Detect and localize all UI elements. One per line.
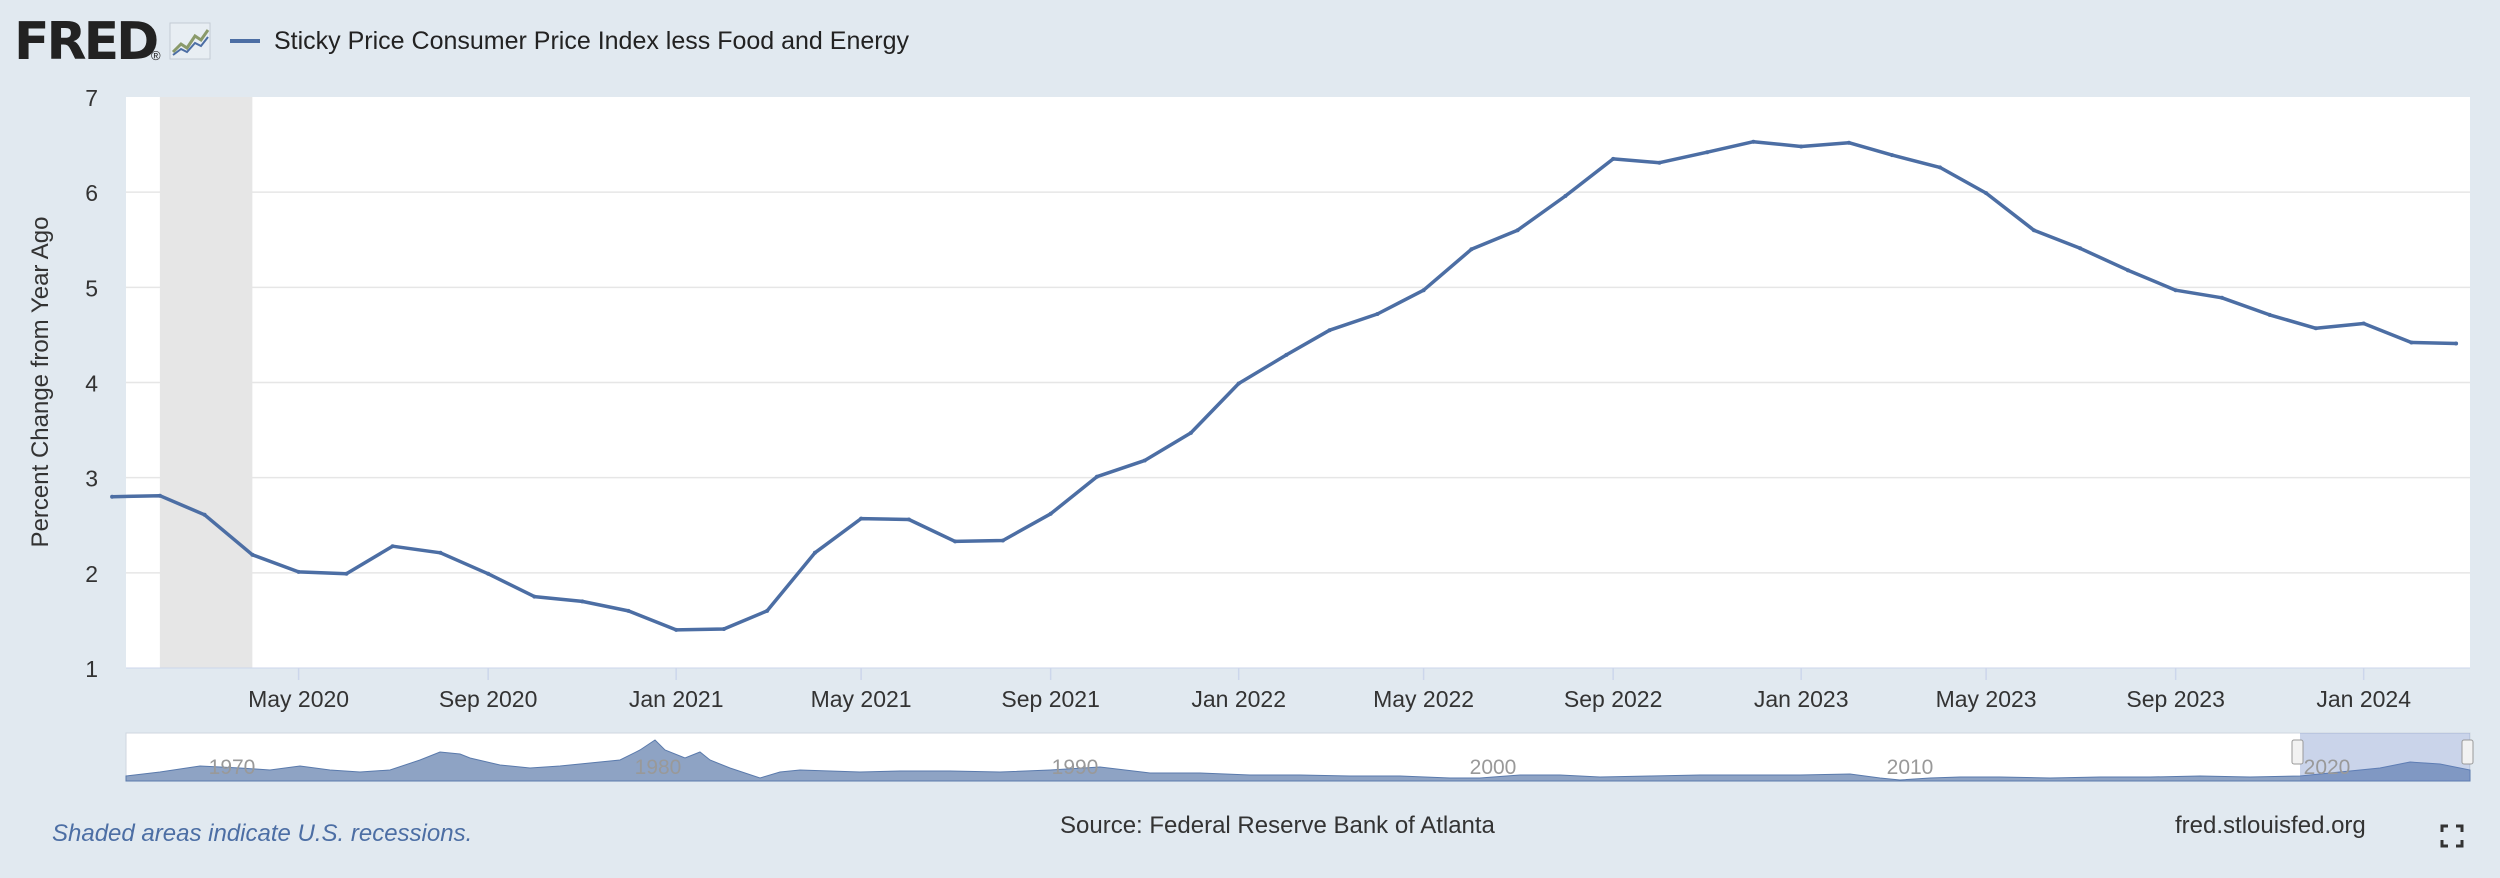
series-points [110,139,2459,632]
x-tick-label: Sep 2020 [439,686,537,712]
x-tick-label: May 2021 [811,686,912,712]
site-link[interactable]: fred.stlouisfed.org [2175,812,2366,839]
y-tick-label: 3 [85,466,98,492]
data-point [1375,312,1380,316]
data-point [390,544,395,549]
data-point [2125,268,2130,273]
data-point [250,552,255,557]
x-tick-label: May 2023 [1936,686,2037,712]
y-tick-label: 4 [85,371,98,397]
data-point [344,571,349,576]
navigator-series-area [125,739,2471,782]
data-point [1048,511,1053,516]
navigator-selected-range [2300,733,2470,781]
navigator-label: 1970 [209,756,256,779]
data-point [2078,246,2083,251]
y-tick-label: 2 [85,561,98,587]
x-tick-label: Jan 2024 [2316,686,2411,712]
data-point [1188,430,1193,435]
data-point [1705,150,1710,155]
data-point [1799,144,1804,149]
data-point [438,550,443,555]
fullscreen-icon[interactable] [2440,824,2464,848]
data-point [1751,139,1756,144]
data-point [812,550,817,555]
data-point [859,516,864,521]
data-point [2409,340,2414,345]
data-point [2267,312,2272,317]
navigator-label: 1990 [1052,756,1099,779]
data-point [532,594,537,599]
navigator-label: 2010 [1887,756,1934,779]
data-point [1094,474,1099,479]
y-tick-label: 5 [85,275,98,301]
data-point [626,608,631,613]
gridlines [126,191,2470,574]
data-point [1000,538,1005,543]
fred-logo[interactable]: FRED [14,12,159,72]
data-point [1890,153,1895,158]
navigator-label: 2020 [2304,756,2351,779]
navigator-label: 2000 [1470,756,1517,779]
x-tick-label: Sep 2022 [1564,686,1662,712]
data-point [2361,321,2366,326]
data-point [1846,140,1851,145]
data-point [202,512,207,517]
data-point [765,608,770,613]
data-point [2313,326,2318,331]
data-point [486,571,491,576]
recession-note: Shaded areas indicate U.S. recessions. [52,820,473,847]
data-point [674,627,679,632]
data-point [2219,295,2224,300]
x-tick-label: May 2020 [248,686,349,712]
navigator-labels: 1970 1980 1990 2000 2010 2020 [209,756,2351,779]
x-axis-ticks: May 2020 Sep 2020 Jan 2021 May 2021 Sep 2021… [248,668,2411,712]
legend-swatch [230,39,260,43]
x-tick-label: Sep 2023 [2126,686,2224,712]
data-point [1657,160,1662,165]
chart-header: FRED ® Sticky Price Consumer Price Index… [0,0,2500,80]
data-point [2173,288,2178,293]
x-tick-label: Jan 2022 [1191,686,1286,712]
data-point [1515,228,1520,233]
y-axis-label: Percent Change from Year Ago [27,217,54,548]
y-tick-label: 6 [85,180,98,206]
source-text: Source: Federal Reserve Bank of Atlanta [1060,812,1495,839]
chart-legend[interactable]: Sticky Price Consumer Price Index less F… [230,24,909,58]
data-point [1421,288,1426,293]
data-point [1984,191,1989,196]
navigator-right-handle [2461,739,2474,765]
data-point [1142,458,1147,463]
data-point [1937,165,1942,170]
data-point [2031,228,2036,233]
y-tick-label: 7 [85,85,98,111]
data-point [1563,194,1568,198]
x-tick-label: May 2022 [1373,686,1474,712]
y-axis-ticks: 1 2 3 4 5 6 7 [85,85,98,682]
logo-registered-mark: ® [151,48,161,63]
data-point [157,493,162,498]
navigator-left-handle [2291,739,2304,765]
data-point [110,494,115,499]
legend-series-label: Sticky Price Consumer Price Index less F… [274,26,909,55]
data-point [906,517,911,522]
data-point [1327,328,1332,333]
fred-chart-icon [169,22,211,60]
data-point [580,599,585,604]
data-point [2454,341,2459,346]
data-point [721,627,726,631]
data-point [1284,352,1289,357]
x-tick-label: Jan 2023 [1754,686,1849,712]
data-point [1236,381,1241,386]
x-tick-label: Jan 2021 [629,686,724,712]
data-point [1469,247,1474,252]
range-navigator[interactable]: 1970 1980 1990 2000 2010 2020 [125,732,2474,782]
data-point [953,539,958,544]
data-point [296,569,301,574]
navigator-label: 1980 [635,756,682,779]
data-point [1611,156,1616,161]
y-tick-label: 1 [85,656,98,682]
x-tick-label: Sep 2021 [1001,686,1099,712]
